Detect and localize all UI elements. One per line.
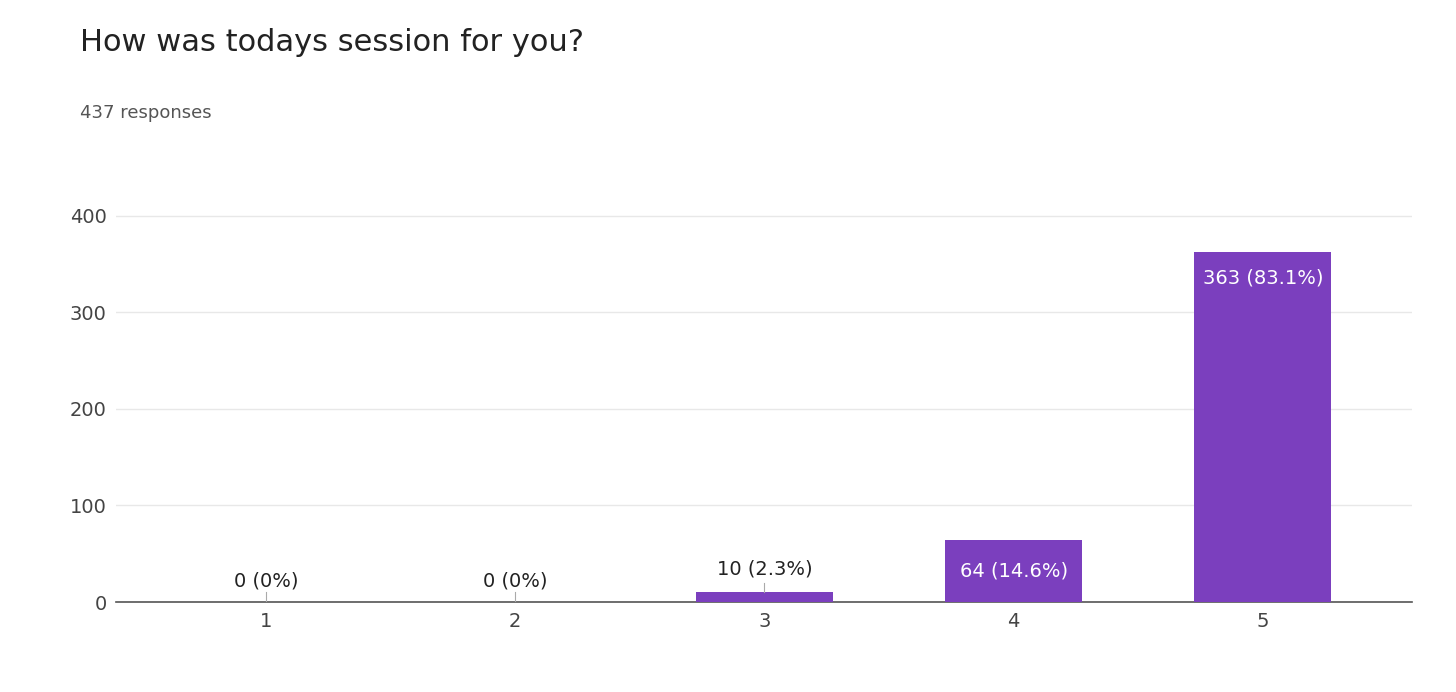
Text: 0 (0%): 0 (0%) [234, 572, 298, 590]
Text: 10 (2.3%): 10 (2.3%) [716, 560, 812, 579]
Text: 363 (83.1%): 363 (83.1%) [1203, 269, 1324, 288]
Bar [945, 540, 1082, 602]
Text: 437 responses: 437 responses [80, 104, 211, 122]
Text: 64 (14.6%): 64 (14.6%) [960, 562, 1067, 581]
Bar [1194, 251, 1331, 602]
Bar [696, 592, 833, 602]
Text: 0 (0%): 0 (0%) [483, 572, 547, 590]
Text: How was todays session for you?: How was todays session for you? [80, 28, 584, 57]
